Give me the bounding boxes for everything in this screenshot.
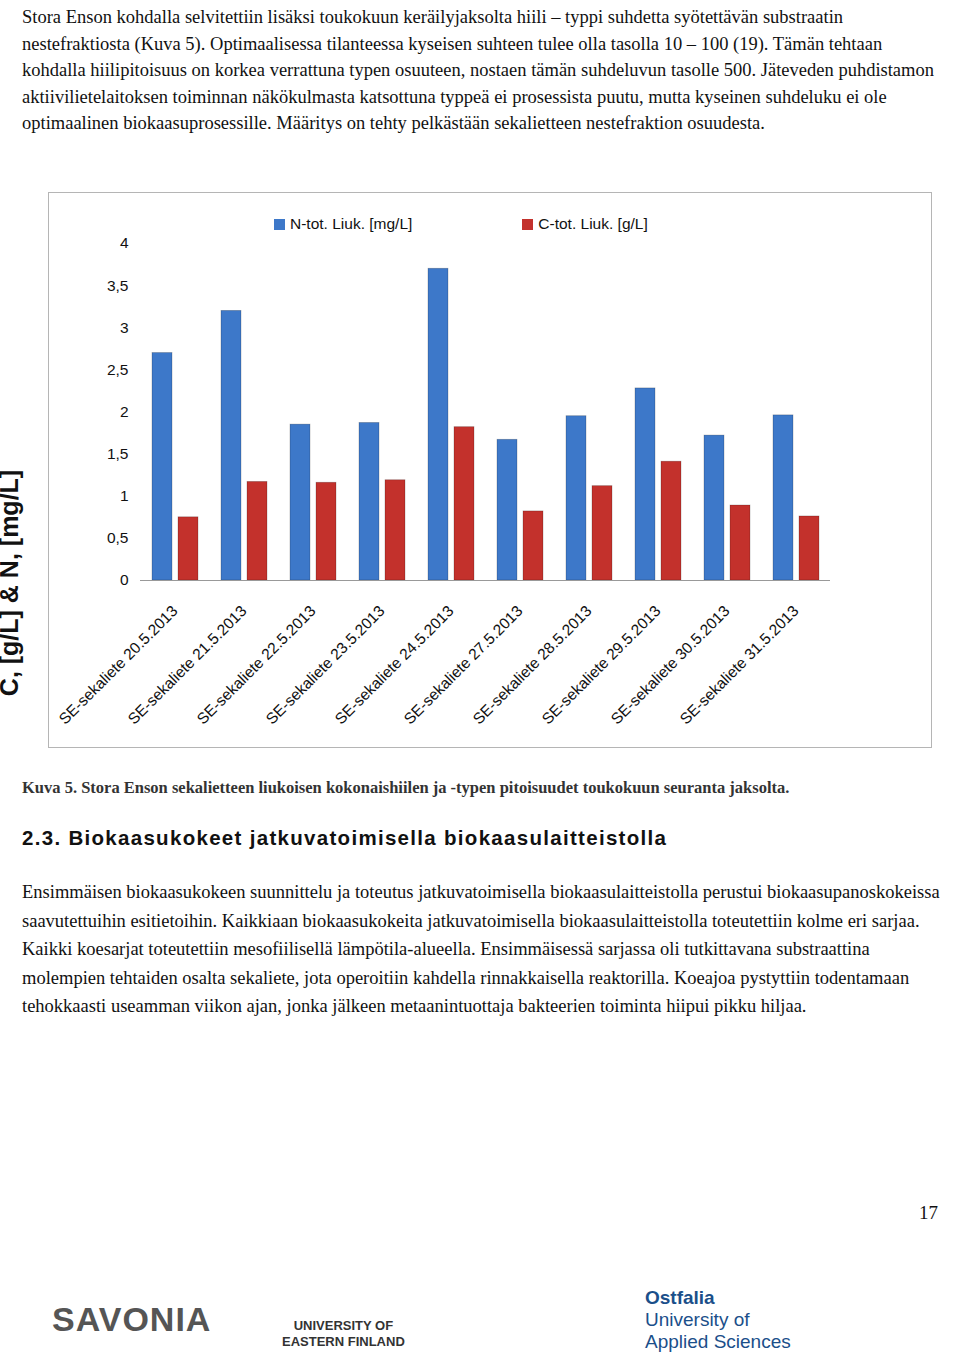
html-text:University of: University of <box>645 1309 750 1330</box>
svg-text:SE-sekaliete 23.5.2013: SE-sekaliete 23.5.2013 <box>262 602 387 727</box>
svg-text:SE-sekaliete 30.5.2013: SE-sekaliete 30.5.2013 <box>607 602 732 727</box>
html-text:Applied Sciences: Applied Sciences <box>645 1331 791 1352</box>
svg-text:0,5: 0,5 <box>107 529 129 546</box>
html-text:N-tot. Liuk. [mg/L]: N-tot. Liuk. [mg/L] <box>290 215 413 232</box>
svg-text:3,5: 3,5 <box>107 277 129 294</box>
svg-text:2: 2 <box>120 403 129 420</box>
html-text:EASTERN FINLAND: EASTERN FINLAND <box>282 1334 405 1349</box>
svg-text:1,5: 1,5 <box>107 445 129 462</box>
html-text:Kuva 5. Stora Enson sekaliette: Kuva 5. Stora Enson sekalietteen liukois… <box>22 778 790 797</box>
html-text:C-tot. Liuk. [g/L]: C-tot. Liuk. [g/L] <box>538 215 648 232</box>
html-text:Ensimmäisen biokaasukokeen suu: Ensimmäisen biokaasukokeen suunnittelu j… <box>22 882 940 1016</box>
html-text:Ostfalia: Ostfalia <box>645 1287 715 1308</box>
html-text:UNIVERSITY OF: UNIVERSITY OF <box>293 1318 394 1333</box>
svg-text:SE-sekaliete 31.5.2013: SE-sekaliete 31.5.2013 <box>676 602 801 727</box>
svg-text:SE-sekaliete 22.5.2013: SE-sekaliete 22.5.2013 <box>193 602 318 727</box>
svg-text:SE-sekaliete 29.5.2013: SE-sekaliete 29.5.2013 <box>538 602 663 727</box>
svg-text:SE-sekaliete 28.5.2013: SE-sekaliete 28.5.2013 <box>469 602 594 727</box>
svg-text:4: 4 <box>120 234 129 251</box>
svg-text:SE-sekaliete 27.5.2013: SE-sekaliete 27.5.2013 <box>400 602 525 727</box>
html-text:Stora Enson kohdalla selvitett: Stora Enson kohdalla selvitettiin lisäks… <box>22 7 934 133</box>
svg-text:2,5: 2,5 <box>107 361 129 378</box>
svg-text:SE-sekaliete 20.5.2013: SE-sekaliete 20.5.2013 <box>55 602 180 727</box>
html-text:SAVONIA: SAVONIA <box>52 1300 212 1338</box>
svg-text:1: 1 <box>120 487 129 504</box>
html-text:17: 17 <box>919 1202 938 1223</box>
svg-text:3: 3 <box>120 319 129 336</box>
html-text:2.3. Biokaasukokeet jatkuvatoi: 2.3. Biokaasukokeet jatkuvatoimisella bi… <box>22 826 668 849</box>
svg-text:SE-sekaliete 21.5.2013: SE-sekaliete 21.5.2013 <box>124 602 249 727</box>
svg-text:0: 0 <box>120 571 129 588</box>
svg-text:SE-sekaliete 24.5.2013: SE-sekaliete 24.5.2013 <box>331 602 456 727</box>
